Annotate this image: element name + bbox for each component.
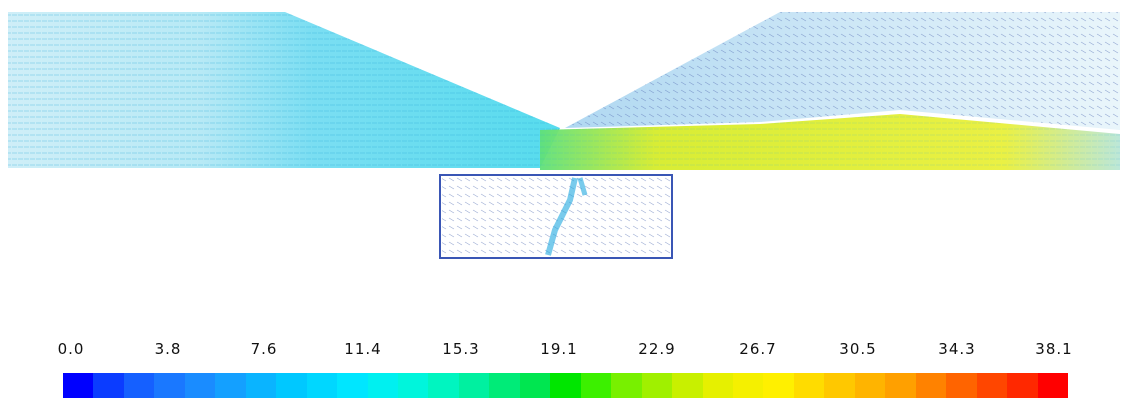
colorbar-swatch [580,373,612,398]
colorbar-swatch [915,373,947,398]
colorbar-tick-label: 0.0 [57,340,85,358]
colorbar-swatch [337,373,368,398]
colorbar-tick-labels: 0.0 3.8 7.6 11.4 15.3 19.1 22.9 26.7 30.… [0,340,1122,362]
colorbar-swatch [306,373,338,398]
colorbar-swatch [458,373,490,398]
colorbar-swatch [550,373,581,398]
colorbar-swatch [367,373,398,398]
colorbar-tick-label: 26.7 [739,340,777,358]
colorbar-swatch [184,373,216,398]
colorbar-swatch [519,373,551,398]
colorbar-tick-label: 38.1 [1035,340,1073,358]
colorbar-swatch [489,373,520,398]
colorbar-swatch [154,373,185,398]
colorbar-swatch [1007,373,1038,398]
colorbar-swatch [428,373,459,398]
colorbar-swatch [793,373,825,398]
colorbar-tick-label: 19.1 [540,340,578,358]
colorbar-tick-label: 7.6 [250,340,278,358]
colorbar-swatch [976,373,1008,398]
colorbar-swatch [732,373,764,398]
colorbar-tick-label: 30.5 [839,340,877,358]
colorbar-swatch [123,373,155,398]
colorbar-tick-label: 22.9 [638,340,676,358]
colorbar-swatch [672,373,703,398]
colorbar-swatch [1037,373,1068,398]
colorbar-tick-label: 3.8 [154,340,182,358]
colorbar-swatch [397,373,429,398]
colorbar-swatch [702,373,733,398]
colorbar-swatch [93,373,124,398]
colorbar-swatch [63,373,94,398]
colorbar-swatch [215,373,246,398]
colorbar-tick-label: 11.4 [344,340,382,358]
colorbar-swatch [854,373,886,398]
colorbar-swatch [611,373,642,398]
colorbar-tick-label: 15.3 [442,340,480,358]
colorbar [63,373,1068,398]
colorbar-swatch [946,373,977,398]
colorbar-tick-label: 34.3 [938,340,976,358]
colorbar-swatch [885,373,916,398]
colorbar-swatch [824,373,855,398]
velocity-vector-field [8,12,1120,259]
colorbar-swatch [245,373,277,398]
colorbar-swatch [276,373,307,398]
colorbar-swatch [641,373,673,398]
colorbar-swatch [763,373,794,398]
